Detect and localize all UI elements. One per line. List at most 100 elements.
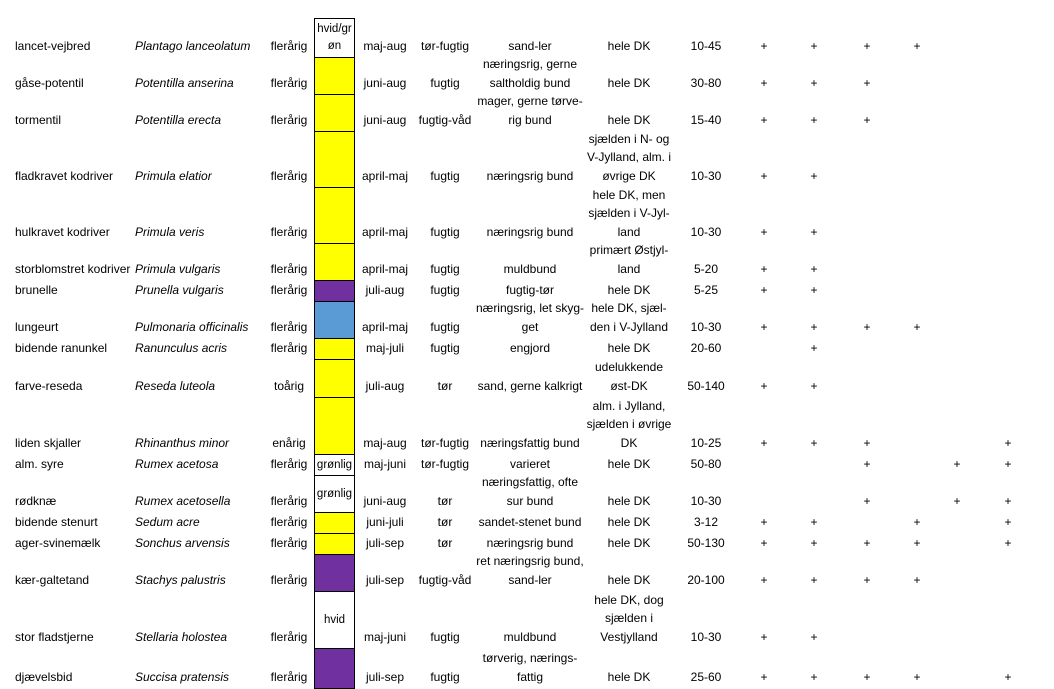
mark-4: + (907, 18, 927, 58)
latin-name-text: Plantago lanceolatum (135, 38, 251, 53)
mark-4 (907, 188, 927, 244)
mark-5 (947, 360, 967, 398)
height-cm: 10-45 (680, 18, 732, 58)
latin-name: Potentilla anserina (135, 58, 270, 95)
latin-name: Sedum acre (135, 513, 270, 534)
latin-name-text: Potentilla erecta (135, 112, 222, 127)
distribution: hele DK, sjæl- den i V-Jylland (580, 301, 678, 339)
flower-color-text: grønlig (316, 487, 353, 500)
mark-1-text: + (760, 572, 768, 587)
bloom-period-text: juni-aug (363, 112, 407, 127)
height-cm: 10-30 (680, 188, 732, 244)
height-cm: 30-80 (680, 58, 732, 95)
mark-3: + (857, 95, 877, 132)
moisture: tør (412, 360, 478, 398)
height-cm: 10-30 (680, 302, 732, 339)
mark-2-text: + (810, 168, 818, 183)
mark-1: + (754, 649, 774, 689)
latin-name: Stellaria holostea (135, 592, 270, 649)
mark-2-text: + (810, 75, 818, 90)
soil-type: sand-ler (474, 18, 586, 58)
life-cycle: flerårig (264, 95, 314, 132)
height-cm: 15-40 (680, 95, 732, 132)
mark-4: + (907, 513, 927, 534)
distribution-text: hele DK (607, 572, 651, 587)
mark-4-text: + (913, 535, 921, 550)
danish-name: djævelsbid (15, 649, 135, 689)
bloom-period-text: juni-aug (363, 493, 407, 508)
bloom-period: maj-aug (356, 18, 414, 58)
table-row: bidende ranunkel Ranunculus acris flerårig… (0, 339, 1054, 360)
height-cm: 5-25 (680, 281, 732, 302)
mark-3: + (857, 555, 877, 592)
danish-name-text: stor fladstjerne (15, 629, 94, 644)
mark-4 (907, 95, 927, 132)
mark-2-text: + (810, 435, 818, 450)
moisture-text: tør-fugtig (420, 456, 469, 471)
mark-5 (947, 58, 967, 95)
height-cm: 10-30 (680, 476, 732, 513)
mark-6 (998, 555, 1018, 592)
distribution-text: udelukkende øst-DK (594, 360, 664, 393)
distribution: hele DK (580, 95, 678, 132)
danish-name: storblomstret kodriver (15, 244, 135, 281)
flower-color (314, 555, 355, 592)
mark-6-text: + (1004, 514, 1012, 529)
moisture-text: tør (437, 493, 453, 508)
height-cm: 50-130 (680, 534, 732, 555)
mark-2-text: + (810, 378, 818, 393)
soil-type: næringsfattig bund (474, 398, 586, 455)
latin-name-text: Potentilla anserina (135, 75, 234, 90)
latin-name-text: Sonchus arvensis (135, 535, 230, 550)
moisture-text: tør (437, 535, 453, 550)
mark-4-text: + (913, 514, 921, 529)
bloom-period-text: juli-aug (365, 378, 405, 393)
life-cycle: flerårig (264, 513, 314, 534)
mark-6-text: + (1004, 669, 1012, 684)
soil-type: mager, gerne tørve- rig bund (474, 94, 586, 132)
mark-3 (857, 244, 877, 281)
mark-1-text: + (760, 535, 768, 550)
bloom-period: juli-aug (356, 281, 414, 302)
moisture: fugtig (412, 302, 478, 339)
danish-name: stor fladstjerne (15, 592, 135, 649)
life-cycle: flerårig (264, 58, 314, 95)
height-cm-text: 10-45 (690, 38, 722, 53)
mark-4 (907, 132, 927, 188)
mark-2: + (804, 398, 824, 455)
mark-6 (998, 302, 1018, 339)
flower-color (314, 58, 355, 95)
bloom-period: maj-juni (356, 592, 414, 649)
mark-1: + (754, 302, 774, 339)
mark-2: + (804, 244, 824, 281)
mark-6-text: + (1004, 493, 1012, 508)
height-cm: 3-12 (680, 513, 732, 534)
flower-color-text: hvid/gr øn (317, 23, 352, 52)
life-cycle: flerårig (264, 132, 314, 188)
mark-3-text: + (863, 319, 871, 334)
mark-2-text: + (810, 224, 818, 239)
mark-6-text: + (1004, 456, 1012, 471)
bloom-period-text: april-maj (361, 261, 408, 276)
mark-5 (947, 649, 967, 689)
height-cm: 5-20 (680, 244, 732, 281)
height-cm: 50-80 (680, 455, 732, 476)
life-cycle: flerårig (264, 18, 314, 58)
bloom-period-text: juli-sep (365, 535, 404, 550)
mark-6 (998, 339, 1018, 360)
latin-name: Succisa pratensis (135, 649, 270, 689)
soil-type: fugtig-tør (474, 281, 586, 302)
soil-type: næringsrig, let skyg- get (474, 301, 586, 339)
life-cycle-text: toårig (273, 378, 305, 393)
mark-3-text: + (863, 572, 871, 587)
soil-type: engjord (474, 339, 586, 360)
mark-3: + (857, 302, 877, 339)
mark-2-text: + (810, 282, 818, 297)
flower-color: hvid (314, 592, 355, 649)
mark-4-text: + (913, 38, 921, 53)
mark-4 (907, 360, 927, 398)
mark-5 (947, 244, 967, 281)
height-cm: 25-60 (680, 649, 732, 689)
soil-type-text: engjord (509, 340, 551, 355)
life-cycle-text: flerårig (270, 38, 308, 53)
